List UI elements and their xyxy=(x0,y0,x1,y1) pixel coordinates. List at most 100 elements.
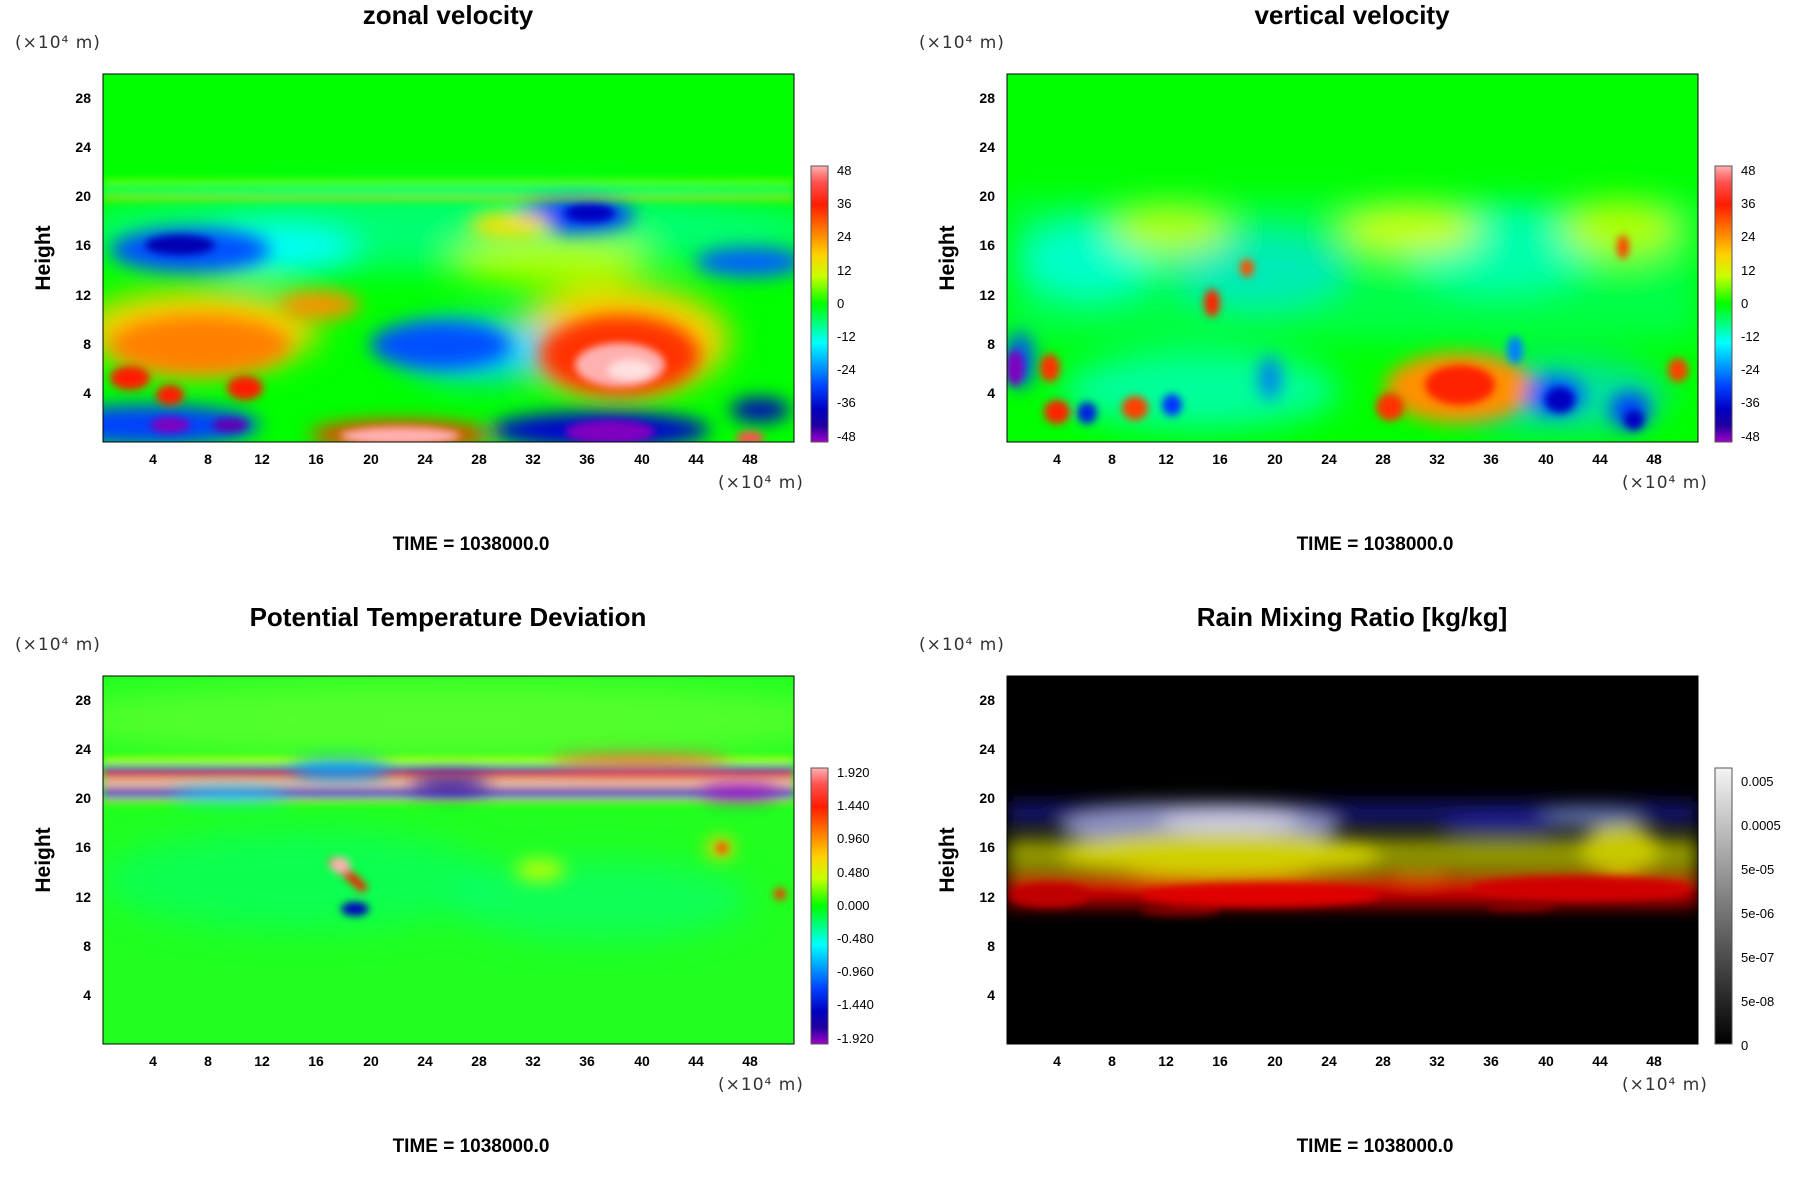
x-tick-label: 20 xyxy=(1267,451,1283,467)
x-tick-label: 4 xyxy=(1053,451,1061,467)
y-axis-label: Height xyxy=(936,827,959,892)
colorbar-label: 1.440 xyxy=(837,798,870,813)
colorbar-label: -36 xyxy=(837,395,856,410)
x-tick-label: 44 xyxy=(688,451,704,467)
x-tick-label: 32 xyxy=(525,1053,541,1069)
colorbar-label: 24 xyxy=(837,229,851,244)
x-tick-label: 40 xyxy=(634,1053,650,1069)
colorbar-ramp xyxy=(810,165,829,443)
y-tick-label: 4 xyxy=(83,385,91,401)
x-tick-label: 48 xyxy=(742,1053,758,1069)
x-tick-label: 16 xyxy=(308,451,324,467)
x-unit-label: (×10⁴ m) xyxy=(718,473,804,493)
x-tick-label: 28 xyxy=(471,451,487,467)
colorbar-ramp xyxy=(1714,767,1733,1045)
panel-title: Potential Temperature Deviation xyxy=(250,602,647,632)
x-tick-label: 8 xyxy=(204,451,212,467)
x-tick-label: 16 xyxy=(1212,451,1228,467)
y-tick-label: 12 xyxy=(979,287,995,303)
x-tick-label: 20 xyxy=(363,1053,379,1069)
time-label: TIME = 1038000.0 xyxy=(393,534,550,555)
y-tick-label: 8 xyxy=(987,938,995,954)
x-tick-label: 28 xyxy=(1375,451,1391,467)
x-tick-label: 12 xyxy=(1158,1053,1174,1069)
y-tick-labels: 4 8 12 16 20 24 28 xyxy=(979,90,995,401)
colorbar-label: 0 xyxy=(837,296,844,311)
colorbar-label: -36 xyxy=(1741,395,1760,410)
y-tick-labels: 4 8 12 16 20 24 28 xyxy=(979,692,995,1003)
y-tick-label: 24 xyxy=(75,139,91,155)
x-unit-label: (×10⁴ m) xyxy=(1622,1075,1708,1095)
y-unit-label: (×10⁴ m) xyxy=(919,635,1005,655)
colorbar-label: 5e-08 xyxy=(1741,994,1774,1009)
y-tick-label: 8 xyxy=(83,938,91,954)
x-tick-label: 16 xyxy=(1212,1053,1228,1069)
y-tick-labels: 4 8 12 16 20 24 28 xyxy=(75,90,91,401)
colorbar: 1.920 1.440 0.960 0.480 0.000 -0.480 -0.… xyxy=(810,765,874,1046)
panel-rain-mixing-ratio: Rain Mixing Ratio [kg/kg] (×10⁴ m) Heigh… xyxy=(919,602,1781,1157)
x-tick-label: 44 xyxy=(1592,451,1608,467)
colorbar-label: -0.960 xyxy=(837,964,874,979)
colorbar-label: -24 xyxy=(1741,362,1760,377)
x-tick-label: 24 xyxy=(1321,451,1337,467)
x-tick-label: 12 xyxy=(254,1053,270,1069)
colorbar-label: 36 xyxy=(837,196,851,211)
colorbar-label: -0.480 xyxy=(837,931,874,946)
panel-potential-temperature: Potential Temperature Deviation (×10⁴ m)… xyxy=(15,602,874,1157)
x-tick-label: 48 xyxy=(742,451,758,467)
x-tick-label: 4 xyxy=(149,1053,157,1069)
plot-frame xyxy=(1006,675,1699,1045)
colorbar: 48 36 24 12 0 -12 -24 -36 -48 xyxy=(1714,163,1760,444)
x-tick-label: 32 xyxy=(525,451,541,467)
y-tick-label: 20 xyxy=(75,790,91,806)
y-tick-label: 28 xyxy=(75,90,91,106)
x-tick-label: 24 xyxy=(417,1053,433,1069)
colorbar: 0.005 0.0005 5e-05 5e-06 5e-07 5e-08 0 xyxy=(1714,767,1781,1053)
plot-frame xyxy=(102,73,795,443)
x-tick-label: 28 xyxy=(471,1053,487,1069)
y-tick-label: 20 xyxy=(979,790,995,806)
x-tick-label: 24 xyxy=(417,451,433,467)
y-tick-label: 8 xyxy=(987,336,995,352)
colorbar-label: -12 xyxy=(837,329,856,344)
x-tick-label: 8 xyxy=(1108,451,1116,467)
time-label: TIME = 1038000.0 xyxy=(1297,1136,1454,1157)
colorbar-label: -48 xyxy=(1741,429,1760,444)
y-tick-label: 12 xyxy=(75,287,91,303)
panel-title: zonal velocity xyxy=(363,0,534,30)
y-tick-label: 4 xyxy=(987,385,995,401)
colorbar-label: -1.920 xyxy=(837,1031,874,1046)
panel-title: vertical velocity xyxy=(1254,0,1450,30)
x-tick-labels: 4 8 12 16 20 24 28 32 36 40 44 48 xyxy=(1053,1053,1662,1069)
y-tick-label: 4 xyxy=(987,987,995,1003)
heatmap-rain xyxy=(1007,676,1698,1044)
y-tick-label: 24 xyxy=(979,139,995,155)
x-tick-label: 44 xyxy=(688,1053,704,1069)
x-tick-label: 44 xyxy=(1592,1053,1608,1069)
colorbar-label: -1.440 xyxy=(837,997,874,1012)
x-tick-label: 24 xyxy=(1321,1053,1337,1069)
colorbar-label: -12 xyxy=(1741,329,1760,344)
y-axis-label: Height xyxy=(32,225,55,290)
y-tick-label: 4 xyxy=(83,987,91,1003)
time-label: TIME = 1038000.0 xyxy=(393,1136,550,1157)
colorbar-label: 5e-06 xyxy=(1741,906,1774,921)
heatmap-vertical xyxy=(1007,74,1698,442)
colorbar-ramp xyxy=(1714,165,1733,443)
y-tick-label: 16 xyxy=(979,839,995,855)
x-tick-label: 16 xyxy=(308,1053,324,1069)
y-tick-label: 16 xyxy=(979,237,995,253)
x-unit-label: (×10⁴ m) xyxy=(1622,473,1708,493)
y-tick-label: 20 xyxy=(75,188,91,204)
colorbar-label: 0.480 xyxy=(837,865,870,880)
x-tick-label: 40 xyxy=(634,451,650,467)
y-tick-label: 28 xyxy=(979,692,995,708)
x-tick-label: 32 xyxy=(1429,451,1445,467)
colorbar-label: 12 xyxy=(1741,263,1755,278)
colorbar-label: 0.005 xyxy=(1741,774,1774,789)
x-tick-label: 20 xyxy=(1267,1053,1283,1069)
y-unit-label: (×10⁴ m) xyxy=(15,635,101,655)
y-axis-label: Height xyxy=(32,827,55,892)
y-unit-label: (×10⁴ m) xyxy=(919,33,1005,53)
